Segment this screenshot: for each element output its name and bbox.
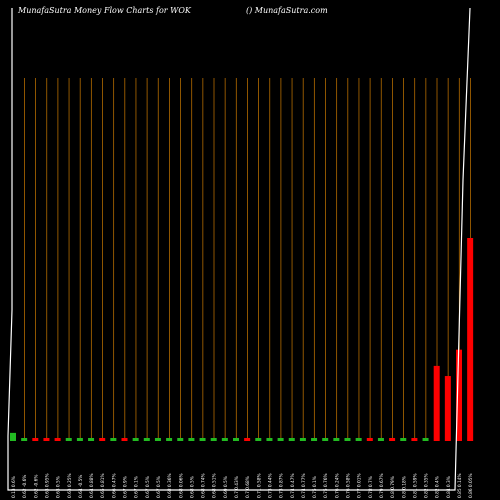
x-tick-label: 0.68 0.5% [189,476,195,498]
x-tick-label: 0.68 0.51% [212,473,218,498]
bar [54,438,61,441]
x-tick-label: 0.84 0.3% [446,476,452,498]
x-tick-label: 0.67 0.1% [134,476,140,498]
bar [210,438,217,441]
bar [10,432,16,441]
watermark: () MunafaSutra.com [246,6,328,15]
bar [333,438,340,441]
bar [244,438,251,441]
x-tick-label: 0.76 0.24% [334,473,340,498]
x-tick-label: 0.67 0.5% [145,476,151,498]
x-tick-label: 0.8 0.18% [401,476,407,498]
bar [99,438,106,441]
x-tick-label: 0.75 0.1% [312,476,318,498]
bar [199,438,206,441]
bar [65,438,72,441]
bar [233,438,239,441]
x-tick-label: 0.78 0.7% [368,476,374,498]
x-tick-label: 0.68 0.36% [167,473,173,498]
bar [43,438,50,441]
bar [322,438,329,441]
bar [400,438,407,441]
bar [299,438,306,441]
bar [467,238,474,441]
x-tick-label: 0.8 0.79% [390,476,396,498]
x-tick-label: 0.82 0.4% [435,476,441,498]
bar [221,438,228,441]
bar [456,349,462,441]
bar [311,438,318,441]
bar [355,438,362,441]
bar [166,438,173,441]
x-tick-label: 0.67 0.9% [123,476,129,498]
bar [21,438,28,441]
bar [154,438,161,441]
x-tick-label: 0.67 0.5% [156,476,162,498]
x-tick-label: 0.63 0.95% [44,473,50,498]
bar [76,438,83,441]
x-tick-label: 0.74 0.77% [301,473,307,498]
chart-title: MunafaSutra Money Flow Charts for WOK [18,6,191,15]
bar [188,438,195,441]
x-tick-label: 0.62 -0.6% [33,475,39,498]
x-tick-label: 0.86 0.05% [468,473,474,498]
x-tick-label: 0.64 -0.5% [78,475,84,498]
x-tick-label: 0.73 0.44% [267,473,273,498]
x-tick-label: 0.74 0.47% [290,473,296,498]
bar [143,438,150,441]
bar [266,438,273,441]
bar [377,438,384,441]
bar [121,438,128,441]
x-tick-label: 0.66 0.47% [111,473,117,498]
x-tick-label: 0.69 0.5% [223,476,229,498]
x-tick-label: 0.63 0.5% [56,476,62,498]
x-tick-label: 0.79 0.67% [379,473,385,498]
x-tick-label: 0.63 0.25% [67,473,73,498]
x-tick-label: 0.68 0.06% [178,473,184,498]
x-tick-label: 0.76 0.58% [346,473,352,498]
bar [444,376,451,441]
bar [255,438,262,441]
x-tick-label: 0.75 0.76% [323,473,329,498]
bar [277,438,284,441]
x-tick-label: 0.71 0.58% [256,473,262,498]
bar [110,438,117,441]
bar [132,438,139,441]
x-tick-label: 0.7 0.68% [245,476,251,498]
x-tick-label: 0.73 0.87% [279,473,285,498]
bar [366,438,373,441]
bar [411,438,418,441]
bar [433,365,440,441]
bar [288,438,295,441]
x-tick-label: 0.62 -0.6% [22,475,28,498]
x-tick-label: 0.82 0.35% [424,473,430,498]
x-tick-label: 0.85 0.14% [457,473,463,498]
x-tick-label: 0.68 0.74% [201,473,207,498]
bar [422,438,429,441]
x-tick-label: 0.7 0.43% [234,476,240,498]
x-tick-label: 0.65 0.81% [100,473,106,498]
x-tick-label: 0.13 0.6% [11,476,17,498]
x-tick-label: 0.77 0.01% [357,473,363,498]
x-tick-label: 0.81 0.59% [412,473,418,498]
price-line [7,7,471,491]
bar [344,438,351,441]
bar [88,438,95,441]
bar [177,438,184,441]
bar [389,438,396,441]
bar [32,438,39,441]
x-tick-label: 0.64 0.88% [89,473,95,498]
